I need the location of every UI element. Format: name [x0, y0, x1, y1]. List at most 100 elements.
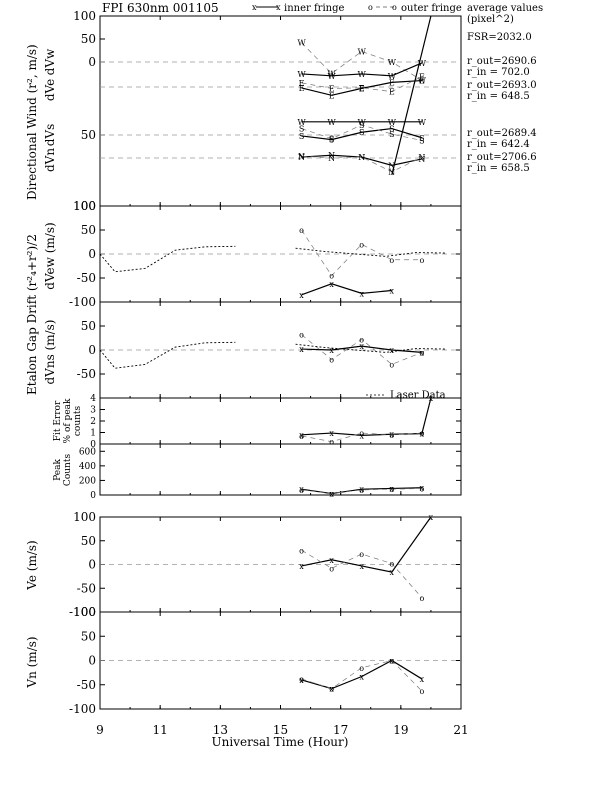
point-wind: W	[418, 59, 427, 68]
y-tick-peak: 400	[79, 462, 96, 472]
point-dvew: o	[359, 240, 364, 249]
series-fit-1	[301, 432, 422, 443]
point-fit: x	[299, 431, 304, 440]
x-tick-label: 21	[453, 723, 468, 737]
legend-outer-label: outer fringe	[401, 3, 462, 14]
point-peak: o	[329, 490, 334, 499]
point-wind: W	[388, 118, 397, 127]
point-wind: S	[359, 121, 364, 130]
r-out-4: r_out=2706.6	[467, 152, 537, 163]
ylabel-fit-3: counts	[73, 405, 83, 436]
series-dvns-2	[99, 341, 236, 369]
point-fit: x	[420, 430, 425, 439]
ylabel-ve: Ve (m/s)	[25, 540, 39, 590]
legend-inner-marker-b: x	[276, 3, 281, 12]
point-wind: S	[419, 137, 424, 146]
point-fit: o	[419, 429, 424, 438]
ylabel-fit-2: % of peak	[63, 398, 73, 443]
point-dvew: x	[299, 291, 304, 300]
y-tick-ve: 100	[73, 510, 96, 524]
point-wind: W	[328, 118, 337, 127]
y-tick-fit: 0	[90, 440, 96, 450]
point-ve: x	[390, 568, 395, 577]
point-wind: N	[388, 168, 395, 177]
series-peak-1	[301, 488, 422, 494]
point-wind: E	[389, 88, 395, 97]
point-wind: S	[299, 132, 304, 141]
point-wind: W	[418, 118, 427, 127]
point-dvns: o	[329, 356, 334, 365]
r-out-3: r_out=2689.4	[467, 128, 537, 139]
y-tick-dvew: 0	[88, 247, 96, 261]
point-wind: S	[359, 128, 364, 137]
point-wind: N	[328, 154, 335, 163]
series-ve-0	[301, 516, 432, 573]
point-peak: x	[329, 490, 334, 499]
point-wind: W	[328, 70, 337, 79]
y-tick-dvew: 50	[81, 223, 96, 237]
y-tick-fit: 2	[90, 417, 96, 427]
x-tick-label: 19	[393, 723, 408, 737]
point-wind: N	[418, 155, 425, 164]
series-vn-1	[301, 660, 423, 692]
point-wind: N	[388, 161, 395, 170]
ylabel-vn: Vn (m/s)	[25, 636, 39, 688]
ylabel-dvns: dVns (m/s)	[43, 320, 57, 385]
series-wind-spike	[391, 15, 432, 176]
ylabel-etalon-gap: Etalon Gap Drift (r²₄+r²)/2	[25, 234, 39, 395]
point-dvns: o	[299, 331, 304, 340]
point-vn: o	[389, 657, 394, 666]
point-wind: W	[358, 47, 367, 56]
series-wind-4	[301, 127, 423, 141]
series-dvew-1	[301, 229, 422, 277]
ylabel-dvn: dVn	[43, 148, 57, 172]
point-dvew: x	[359, 289, 364, 298]
point-dvns: x	[390, 346, 395, 355]
point-ve: o	[329, 564, 334, 573]
point-peak: o	[299, 486, 304, 495]
point-wind: E	[299, 79, 305, 88]
legend-outer-marker-b: o	[392, 3, 397, 12]
series-wind-8	[301, 62, 423, 77]
point-dvns: o	[389, 360, 394, 369]
r-in-2: r_in = 648.5	[467, 91, 530, 102]
point-ve: o	[389, 560, 394, 569]
y-tick-peak: 200	[79, 476, 96, 486]
legend-inner-marker-a: x	[252, 3, 257, 12]
legend-outer-marker-a: o	[368, 3, 373, 12]
point-vn: o	[359, 664, 364, 673]
point-ve: o	[299, 546, 304, 555]
point-wind: W	[297, 118, 306, 127]
y-tick-vn: 0	[88, 654, 96, 668]
point-fit: x	[329, 429, 334, 438]
point-wind: E	[419, 77, 425, 86]
point-vn: x	[359, 673, 364, 682]
y-tick-vn: 100	[73, 605, 96, 619]
point-vn: x	[420, 675, 425, 684]
point-wind: W	[358, 118, 367, 127]
ylabel-directional-wind: Directional Wind (r², m/s)	[25, 44, 39, 200]
ylabel-peak-2: Counts	[63, 454, 73, 487]
y-tick-peak: 0	[90, 491, 96, 501]
point-wind: E	[419, 72, 425, 81]
laser-legend-label: Laser Data	[390, 390, 446, 401]
x-tick-label: 11	[153, 723, 168, 737]
point-wind: W	[297, 39, 306, 48]
point-wind: N	[298, 153, 305, 162]
point-wind: S	[329, 135, 334, 144]
fsr-label: FSR=2032.0	[467, 32, 532, 43]
y-tick-vn: -50	[77, 678, 96, 692]
y-tick-vn: 50	[81, 629, 96, 643]
point-wind: N	[418, 153, 425, 162]
point-fit: x	[429, 394, 434, 403]
r-in-4: r_in = 658.5	[467, 163, 530, 174]
ylabel-fit-1: Fit Error	[53, 400, 63, 441]
point-dvns: x	[299, 345, 304, 354]
series-wind-6	[301, 154, 423, 166]
point-wind: E	[359, 84, 365, 93]
point-peak: o	[389, 485, 394, 494]
ylabel-dvew: dVew (m/s)	[43, 222, 57, 289]
legend-inner-label: inner fringe	[284, 3, 344, 14]
point-wind: W	[328, 72, 337, 81]
